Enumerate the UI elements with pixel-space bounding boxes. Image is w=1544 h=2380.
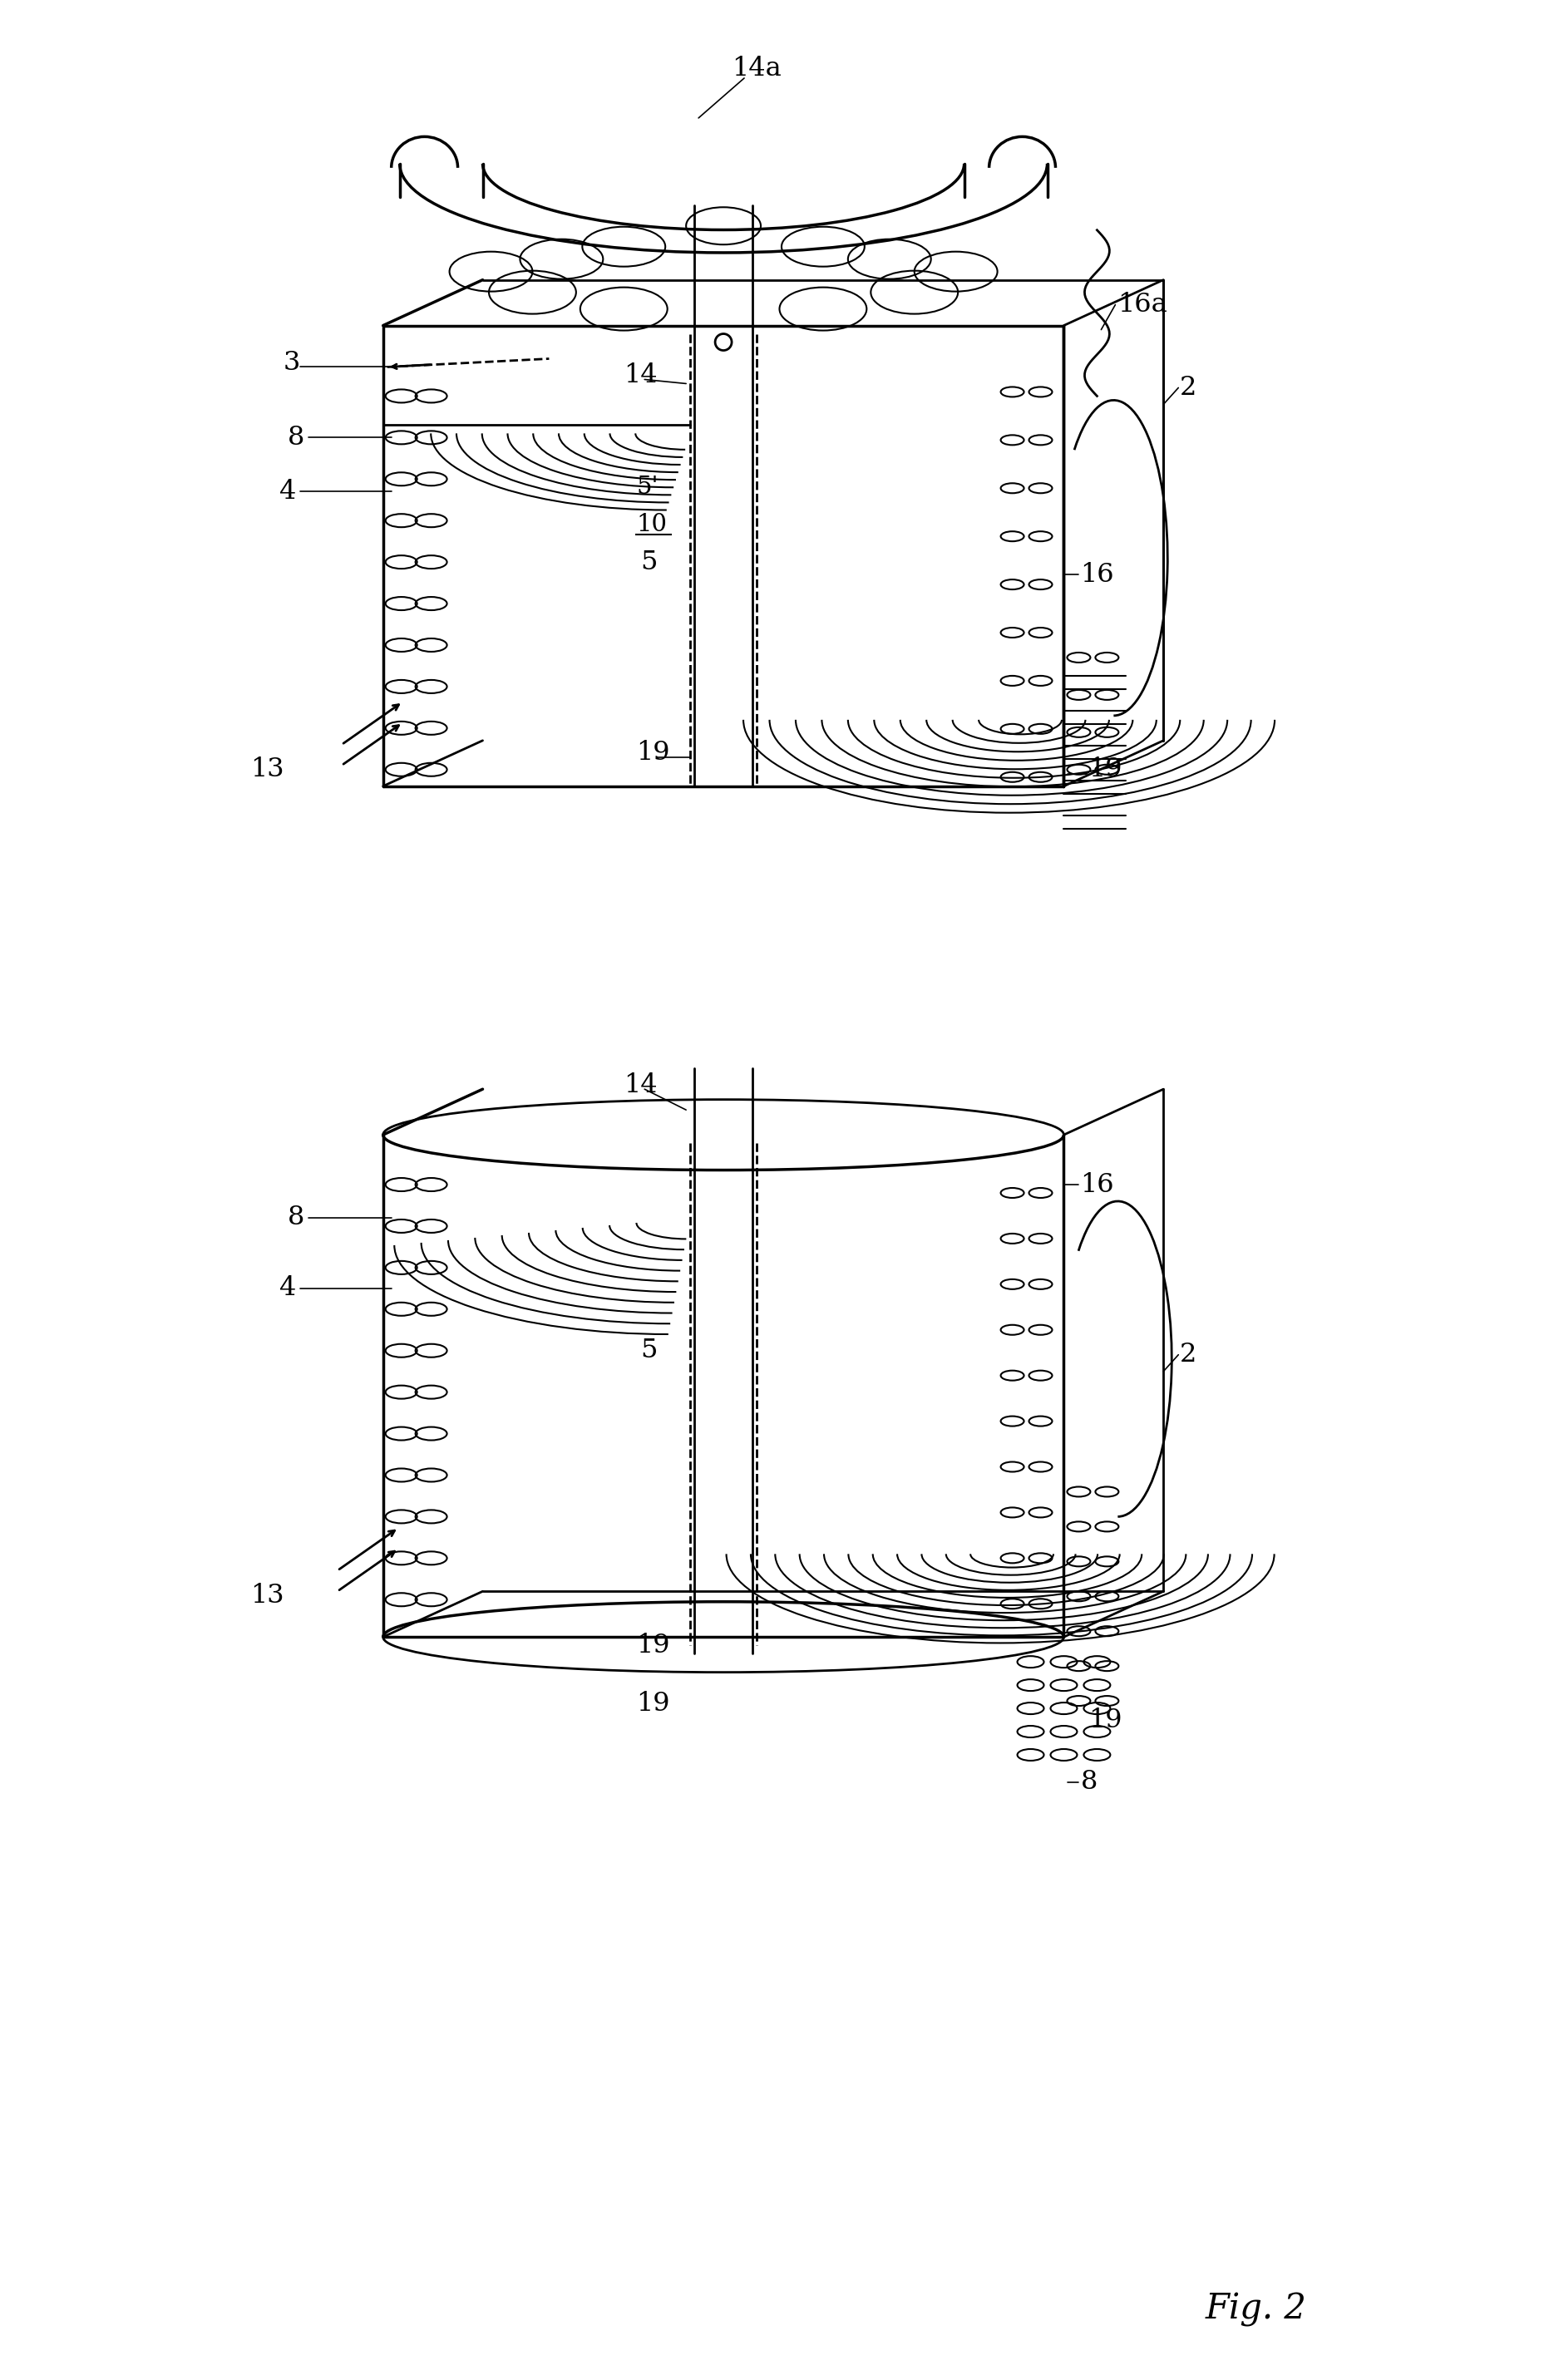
Text: 4: 4 [279,478,296,505]
Text: 8: 8 [1081,1768,1098,1795]
Text: 13: 13 [250,757,284,783]
Text: 8: 8 [287,424,304,450]
Text: 3: 3 [284,350,301,376]
Text: 16a: 16a [1118,293,1167,317]
Text: 19: 19 [1089,1706,1122,1733]
Text: 2: 2 [1180,1342,1197,1368]
Text: 19: 19 [636,1633,670,1659]
Text: 5: 5 [641,550,658,576]
Text: 2: 2 [1180,376,1197,400]
Text: 19: 19 [636,740,670,766]
Text: 19: 19 [1089,757,1122,783]
Text: 8: 8 [287,1204,304,1230]
Text: 16: 16 [1081,1171,1115,1197]
Text: 4: 4 [279,1276,296,1302]
Text: 14a: 14a [732,55,781,81]
Text: 13: 13 [250,1583,284,1609]
Text: 5: 5 [641,1338,658,1364]
Text: 14: 14 [624,362,658,388]
Text: 10: 10 [636,514,667,536]
Text: 14: 14 [624,1071,658,1097]
Text: Fig. 2: Fig. 2 [1204,2292,1306,2328]
Text: 19: 19 [636,1690,670,1716]
Text: 5': 5' [636,476,658,500]
Text: 16: 16 [1081,562,1115,588]
